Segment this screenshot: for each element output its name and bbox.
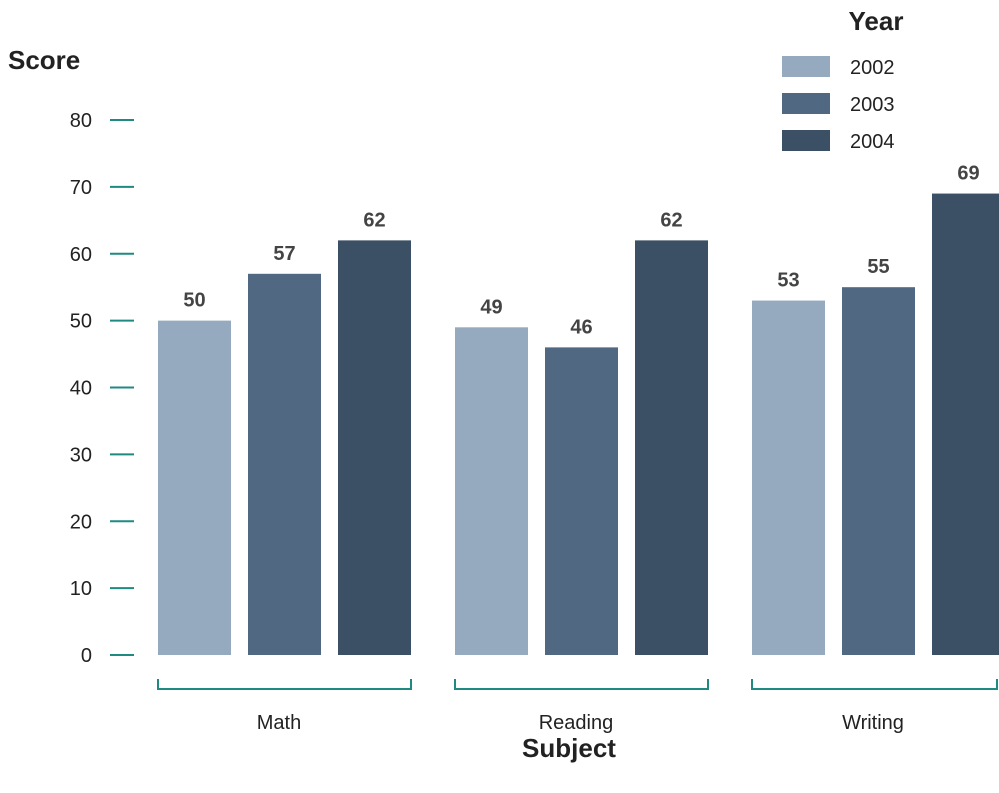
y-axis: 0 10 20 30 40 50 60 70 80 bbox=[70, 110, 134, 667]
y-tick-label: 10 bbox=[70, 578, 92, 600]
y-tick-label: 60 bbox=[70, 244, 92, 266]
bar-reading-2004 bbox=[635, 240, 708, 655]
legend-label-2004: 2004 bbox=[850, 131, 895, 153]
bar-writing-2003 bbox=[842, 287, 915, 655]
legend-swatch-2002 bbox=[782, 56, 830, 77]
bar-reading-2003 bbox=[545, 347, 618, 655]
category-label-math: Math bbox=[257, 712, 301, 734]
legend-title: Year bbox=[849, 6, 904, 36]
bar-value-label: 62 bbox=[660, 209, 682, 231]
x-axis-title: Subject bbox=[522, 733, 616, 763]
bars: 50 57 62 49 46 62 53 55 69 bbox=[158, 163, 999, 655]
bar-math-2002 bbox=[158, 320, 231, 655]
bar-writing-2004 bbox=[932, 193, 999, 655]
bar-value-label: 57 bbox=[273, 243, 295, 265]
bar-value-label: 53 bbox=[777, 270, 799, 292]
x-axis: Math Reading Writing bbox=[157, 679, 998, 734]
category-bracket bbox=[157, 679, 412, 690]
bar-value-label: 50 bbox=[183, 290, 205, 312]
category-bracket bbox=[454, 679, 709, 690]
category-bracket bbox=[751, 679, 998, 690]
bar-reading-2002 bbox=[455, 327, 528, 655]
bar-value-label: 46 bbox=[570, 316, 592, 338]
legend-swatch-2004 bbox=[782, 130, 830, 151]
category-label-reading: Reading bbox=[539, 712, 614, 734]
bar-value-label: 49 bbox=[480, 296, 502, 318]
bar-writing-2002 bbox=[752, 300, 825, 655]
bar-math-2003 bbox=[248, 273, 321, 655]
y-tick-label: 50 bbox=[70, 311, 92, 333]
bar-math-2004 bbox=[338, 240, 411, 655]
y-tick-label: 0 bbox=[81, 645, 92, 667]
legend: Year 2002 2003 2004 bbox=[782, 6, 903, 153]
category-label-writing: Writing bbox=[842, 712, 904, 734]
y-tick-label: 40 bbox=[70, 378, 92, 400]
legend-label-2002: 2002 bbox=[850, 57, 895, 79]
legend-swatch-2003 bbox=[782, 93, 830, 114]
bar-value-label: 55 bbox=[867, 256, 889, 278]
bar-value-label: 62 bbox=[363, 209, 385, 231]
y-tick-label: 20 bbox=[70, 511, 92, 533]
y-tick-label: 30 bbox=[70, 444, 92, 466]
legend-label-2003: 2003 bbox=[850, 94, 895, 116]
y-axis-title: Score bbox=[8, 45, 80, 75]
bar-value-label: 69 bbox=[957, 163, 979, 185]
y-tick-label: 80 bbox=[70, 110, 92, 132]
y-tick-label: 70 bbox=[70, 177, 92, 199]
